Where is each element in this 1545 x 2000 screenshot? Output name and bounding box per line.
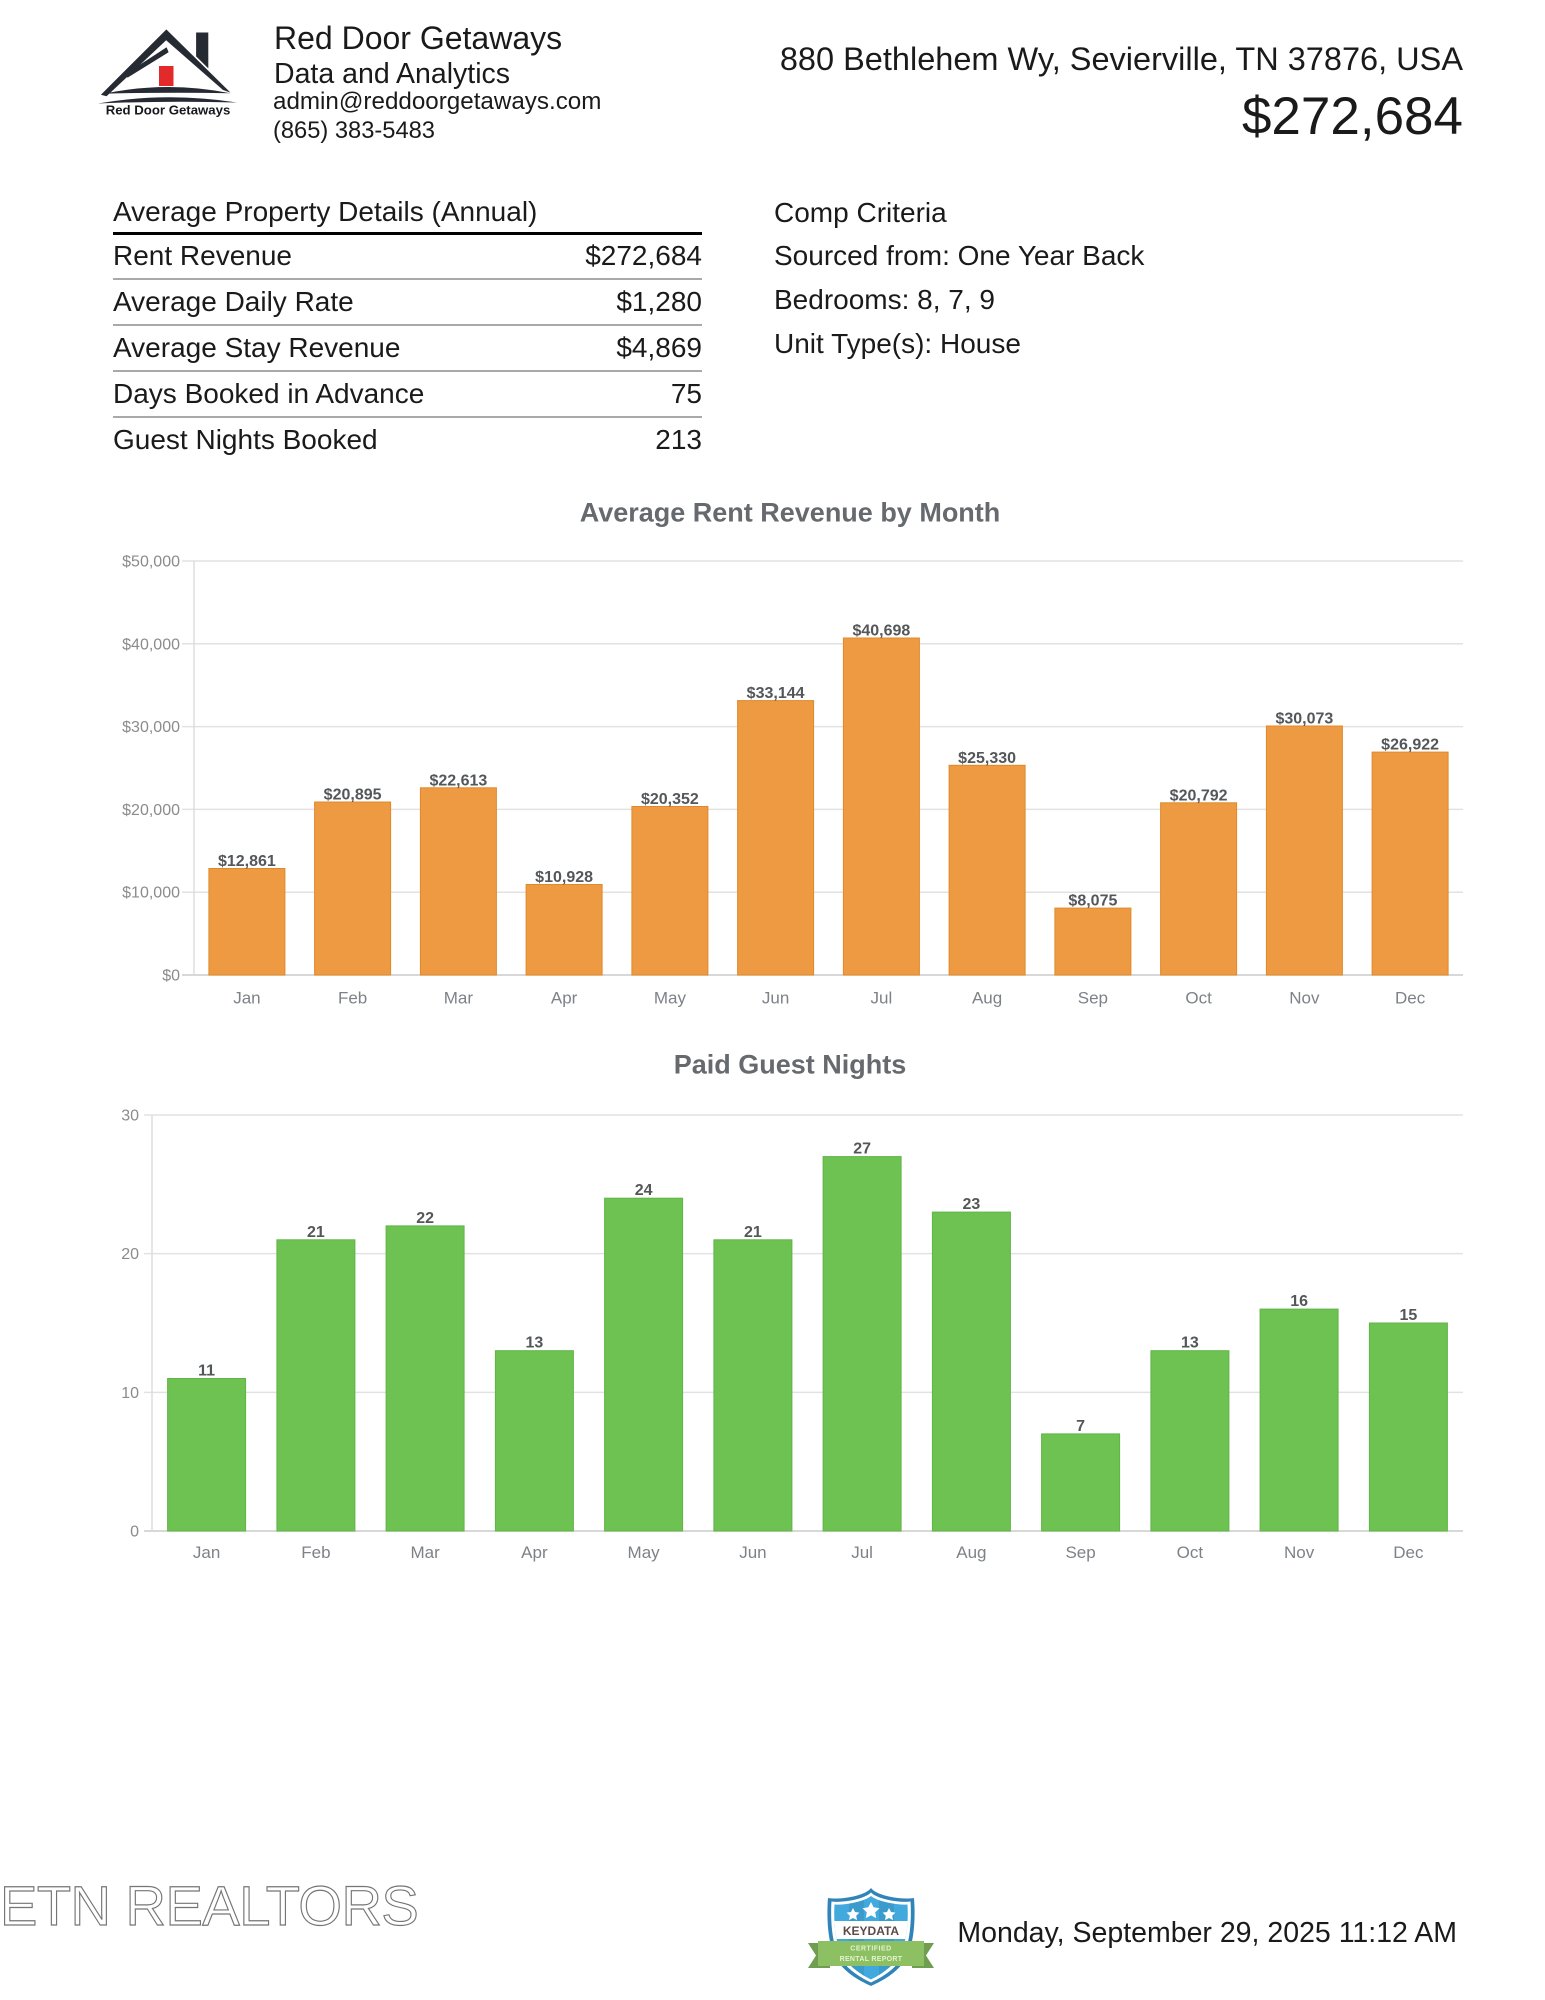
svg-text:13: 13 xyxy=(1181,1335,1199,1352)
svg-text:$22,613: $22,613 xyxy=(429,772,487,789)
svg-text:Sep: Sep xyxy=(1065,1543,1095,1562)
svg-text:Aug: Aug xyxy=(956,1543,986,1562)
svg-text:10: 10 xyxy=(121,1385,139,1402)
svg-text:0: 0 xyxy=(130,1524,139,1541)
svg-text:Jul: Jul xyxy=(851,1543,873,1562)
svg-text:Dec: Dec xyxy=(1395,989,1426,1008)
svg-text:$40,000: $40,000 xyxy=(122,636,180,653)
svg-text:$40,698: $40,698 xyxy=(852,623,910,640)
svg-text:Oct: Oct xyxy=(1177,1543,1204,1562)
svg-text:7: 7 xyxy=(1076,1418,1085,1435)
svg-text:$30,000: $30,000 xyxy=(122,719,180,736)
svg-text:$12,861: $12,861 xyxy=(218,853,276,870)
svg-text:30: 30 xyxy=(121,1108,139,1125)
svg-text:Dec: Dec xyxy=(1393,1543,1424,1562)
svg-text:Apr: Apr xyxy=(521,1543,548,1562)
svg-text:$20,352: $20,352 xyxy=(641,791,699,808)
svg-text:May: May xyxy=(654,989,687,1008)
svg-text:Nov: Nov xyxy=(1289,989,1320,1008)
svg-text:May: May xyxy=(628,1543,661,1562)
svg-text:Jul: Jul xyxy=(871,989,893,1008)
svg-text:11: 11 xyxy=(198,1363,215,1380)
svg-text:Jun: Jun xyxy=(739,1543,766,1562)
svg-text:Red Door Getaways: Red Door Getaways xyxy=(106,103,231,118)
svg-text:23: 23 xyxy=(963,1196,981,1213)
svg-text:$30,073: $30,073 xyxy=(1275,711,1333,728)
svg-text:Jan: Jan xyxy=(233,989,260,1008)
svg-text:$0: $0 xyxy=(162,968,180,985)
svg-text:Sep: Sep xyxy=(1078,989,1108,1008)
svg-text:20: 20 xyxy=(121,1246,139,1263)
svg-text:21: 21 xyxy=(744,1224,762,1241)
svg-text:$10,928: $10,928 xyxy=(535,869,593,886)
svg-text:$25,330: $25,330 xyxy=(958,750,1016,767)
svg-text:21: 21 xyxy=(307,1224,325,1241)
svg-text:Paid Guest Nights: Paid Guest Nights xyxy=(674,1050,907,1080)
svg-text:Mar: Mar xyxy=(410,1543,440,1562)
svg-text:$20,895: $20,895 xyxy=(324,787,382,804)
svg-text:13: 13 xyxy=(526,1335,544,1352)
svg-text:Jun: Jun xyxy=(762,989,789,1008)
svg-text:Apr: Apr xyxy=(551,989,578,1008)
svg-text:CERTIFIED: CERTIFIED xyxy=(850,1946,891,1953)
svg-text:15: 15 xyxy=(1400,1307,1418,1324)
svg-text:$10,000: $10,000 xyxy=(122,885,180,902)
svg-text:$26,922: $26,922 xyxy=(1381,737,1439,754)
svg-text:Jan: Jan xyxy=(193,1543,220,1562)
svg-text:Average Rent Revenue by Month: Average Rent Revenue by Month xyxy=(580,498,1001,528)
svg-text:Feb: Feb xyxy=(301,1543,330,1562)
svg-text:Nov: Nov xyxy=(1284,1543,1315,1562)
svg-text:KEYDATA: KEYDATA xyxy=(843,1924,900,1938)
svg-text:RENTAL REPORT: RENTAL REPORT xyxy=(840,1956,903,1963)
svg-text:Aug: Aug xyxy=(972,989,1002,1008)
svg-text:27: 27 xyxy=(853,1141,871,1158)
svg-text:24: 24 xyxy=(635,1182,653,1199)
svg-text:$20,792: $20,792 xyxy=(1170,787,1228,804)
svg-text:$20,000: $20,000 xyxy=(122,802,180,819)
svg-text:$8,075: $8,075 xyxy=(1068,893,1117,910)
svg-text:$33,144: $33,144 xyxy=(747,685,805,702)
svg-text:$50,000: $50,000 xyxy=(122,554,180,571)
svg-text:Feb: Feb xyxy=(338,989,367,1008)
svg-text:22: 22 xyxy=(416,1210,434,1227)
svg-text:16: 16 xyxy=(1290,1293,1308,1310)
svg-text:Oct: Oct xyxy=(1185,989,1212,1008)
svg-text:Mar: Mar xyxy=(444,989,474,1008)
